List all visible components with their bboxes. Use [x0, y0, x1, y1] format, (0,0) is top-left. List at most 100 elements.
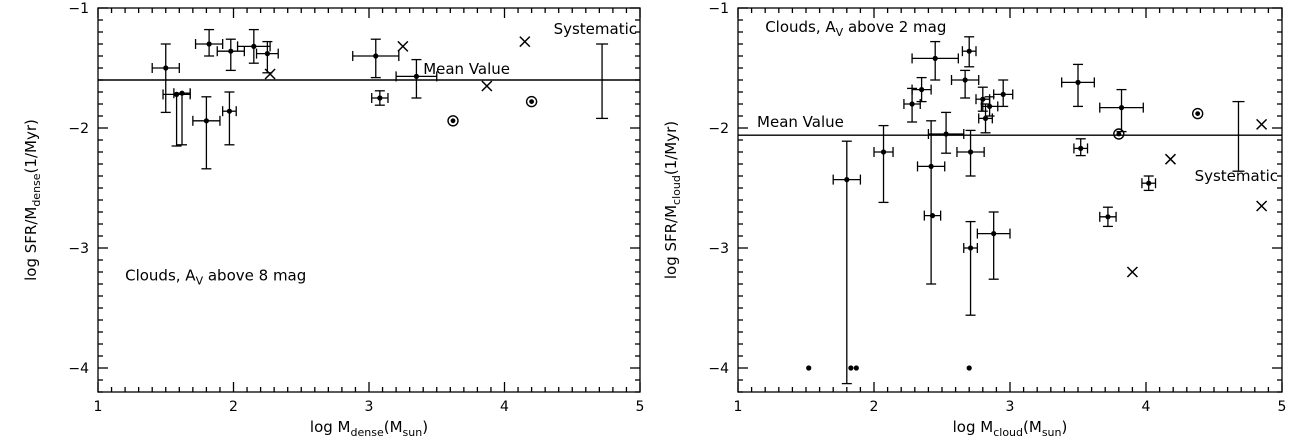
- x-tick-label: 5: [1278, 399, 1287, 415]
- circled-point-ring: [1113, 128, 1125, 140]
- cloud-annotation-sub: V: [836, 26, 844, 39]
- data-point: [927, 111, 965, 154]
- lower-limit-point: [853, 365, 859, 371]
- data-point: [961, 36, 977, 68]
- x-axis-label-sub2: sun: [1042, 426, 1062, 439]
- data-point-marker: [226, 108, 233, 114]
- x-axis-label-sub2: sun: [403, 426, 423, 439]
- data-point: [923, 210, 942, 221]
- x-axis-label-main: log M: [310, 418, 351, 436]
- data-point: [911, 40, 959, 81]
- data-point-marker: [991, 231, 997, 237]
- y-axis-label-main: log SFR/M: [662, 205, 680, 279]
- y-axis-label: log SFR/Mdense(1/Myr): [22, 119, 43, 281]
- cross-point: [397, 40, 409, 52]
- circled-point-dot: [529, 99, 534, 104]
- x-tick-label: 2: [870, 399, 879, 415]
- data-point-marker: [1075, 79, 1081, 85]
- x-tick-label: 3: [1006, 399, 1015, 415]
- data-point-marker: [844, 177, 850, 183]
- cross-point: [481, 80, 493, 92]
- y-axis-label-main: log SFR/M: [22, 207, 40, 281]
- cross-point: [1164, 153, 1177, 165]
- data-point: [352, 38, 400, 79]
- data-point-marker: [163, 65, 169, 71]
- x-tick-label: 4: [1142, 399, 1151, 415]
- data-point-marker: [203, 118, 209, 124]
- y-tick-label: −4: [708, 361, 729, 377]
- data-point-marker: [264, 51, 270, 57]
- data-point-marker: [179, 90, 185, 96]
- data-point: [1099, 88, 1144, 133]
- y-tick-label: −1: [68, 1, 89, 17]
- data-point-marker: [1146, 180, 1152, 186]
- cross-point: [1256, 118, 1268, 130]
- data-point: [1099, 206, 1117, 228]
- y-tick-label: −1: [708, 1, 729, 17]
- plot-frame: [737, 7, 1283, 393]
- data-point: [192, 96, 221, 170]
- data-point-marker: [932, 55, 938, 62]
- data-point: [1141, 175, 1157, 192]
- x-axis-label-sub: cloud: [993, 426, 1023, 439]
- data-point: [911, 76, 932, 103]
- y-tick-label: −4: [68, 361, 89, 377]
- data-point: [1073, 138, 1089, 157]
- data-point: [395, 58, 438, 99]
- x-axis-label: log Mdense(Msun): [310, 418, 428, 439]
- circled-point-ring: [525, 95, 538, 108]
- data-point-marker: [909, 101, 915, 107]
- data-point-marker: [919, 87, 925, 93]
- data-point: [222, 91, 237, 146]
- data-point: [950, 69, 980, 99]
- data-point-marker: [1078, 145, 1084, 151]
- cloud-annotation-pre: Clouds, A: [765, 18, 836, 36]
- cross-point: [1126, 266, 1138, 278]
- y-tick-label: −2: [68, 121, 89, 137]
- x-tick-label: 1: [734, 399, 743, 415]
- data-point-marker: [967, 245, 974, 251]
- data-point: [162, 89, 191, 147]
- data-point-marker: [373, 53, 379, 59]
- x-tick-label: 3: [365, 399, 374, 415]
- cloud-annotation-post: above 8 mag: [203, 266, 306, 284]
- data-point: [980, 96, 999, 117]
- data-point-marker: [982, 115, 989, 121]
- data-point-marker: [929, 213, 936, 219]
- mean-value-label: Mean Value: [423, 60, 510, 78]
- data-point: [956, 129, 985, 177]
- x-tick-label: 2: [229, 399, 238, 415]
- y-tick-label: −3: [68, 241, 89, 257]
- cloud-annotation-sub: V: [196, 274, 204, 287]
- x-tick-label: 1: [94, 399, 103, 415]
- y-tick-label: −3: [708, 241, 729, 257]
- x-axis-label: log Mcloud(Msun): [953, 418, 1068, 439]
- data-point: [916, 120, 946, 285]
- data-point: [832, 140, 862, 385]
- x-axis-label-end: ): [1062, 418, 1068, 436]
- data-point: [1061, 63, 1095, 108]
- cloud-annotation: Clouds, AV above 8 mag: [125, 266, 306, 287]
- x-axis-label-end: ): [422, 418, 428, 436]
- data-point: [236, 28, 271, 64]
- data-point-marker: [962, 77, 968, 83]
- systematic-label: Systematic: [1195, 167, 1278, 185]
- cloud-annotation-pre: Clouds, A: [125, 266, 196, 284]
- data-point: [151, 43, 180, 114]
- x-axis-label-tail: (M: [1023, 418, 1042, 436]
- data-point-marker: [1000, 91, 1006, 97]
- y-axis-label-sub: dense: [30, 173, 43, 206]
- circled-point-dot: [1116, 131, 1122, 137]
- data-point-marker: [987, 103, 993, 109]
- data-point: [194, 28, 224, 57]
- y-tick-label: −2: [708, 121, 729, 137]
- data-point-marker: [1118, 105, 1125, 111]
- data-point-marker: [967, 149, 974, 155]
- cross-point: [519, 36, 531, 48]
- data-point-marker: [1105, 214, 1111, 220]
- y-axis-label-tail: (1/Myr): [662, 121, 680, 175]
- data-point-marker: [251, 43, 257, 50]
- data-point-marker: [228, 48, 234, 54]
